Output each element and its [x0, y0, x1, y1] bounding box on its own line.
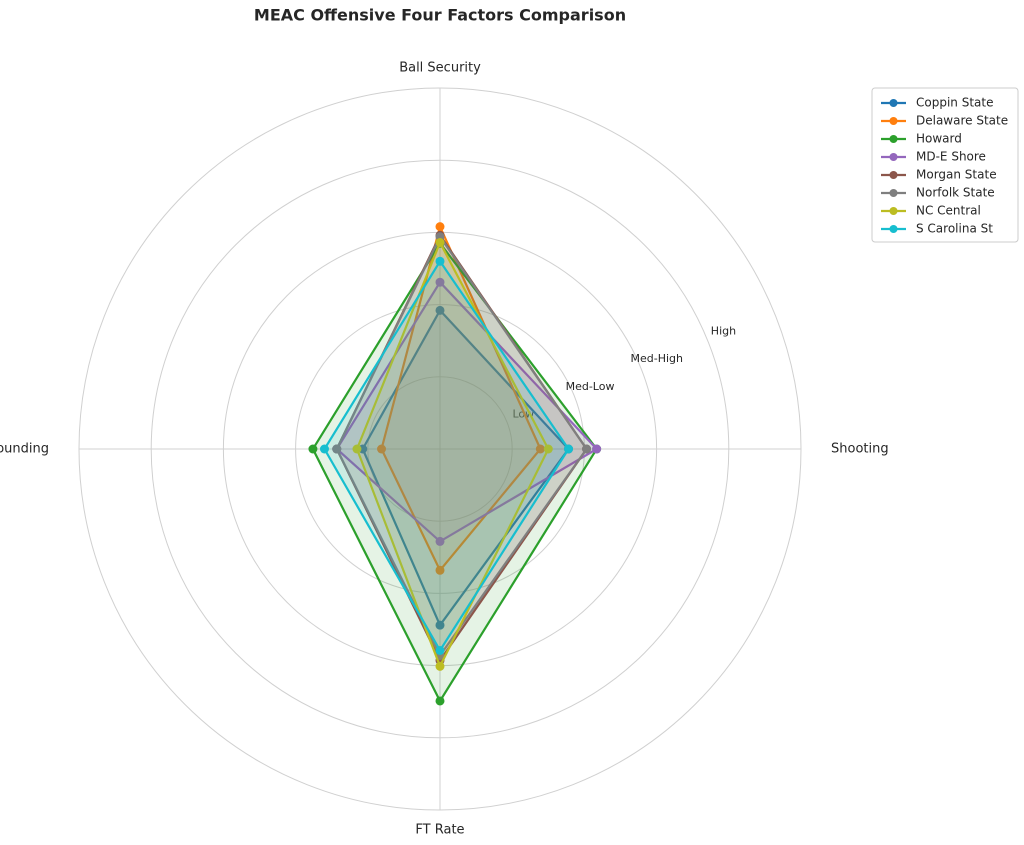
series-area — [312, 243, 597, 701]
legend-marker — [889, 225, 898, 233]
series-point — [435, 256, 445, 266]
series-point — [435, 305, 445, 315]
legend-marker — [889, 189, 898, 197]
series-point — [352, 444, 362, 454]
series-area — [362, 310, 569, 626]
series-point — [592, 444, 602, 454]
category-label: FT Rate — [415, 823, 464, 838]
series-point — [435, 277, 445, 287]
series-point — [319, 444, 329, 454]
series-point — [435, 238, 445, 248]
legend-label: Norfolk State — [916, 186, 995, 200]
series-point — [564, 444, 574, 454]
legend-marker — [889, 135, 898, 143]
series-point — [332, 444, 342, 454]
legend-label: Howard — [916, 132, 962, 146]
legend-label: Morgan State — [916, 168, 997, 182]
chart-title: MEAC Offensive Four Factors Comparison — [254, 6, 626, 25]
legend-marker — [889, 99, 898, 107]
series-point — [543, 444, 553, 454]
series-area — [357, 242, 549, 667]
category-label: Ball Security — [399, 61, 481, 76]
legend-label: S Carolina St — [916, 222, 993, 236]
legend-label: Delaware State — [916, 114, 1008, 128]
series-point — [308, 444, 318, 454]
category-label: Off Rebounding — [0, 442, 49, 457]
r-tick-label: High — [711, 325, 736, 338]
series-point — [435, 696, 445, 706]
series-point — [435, 620, 445, 630]
category-label: Shooting — [831, 442, 889, 457]
r-tick-label: Med-High — [630, 352, 683, 365]
series-point — [435, 536, 445, 546]
series-point — [435, 661, 445, 671]
legend-label: MD-E Shore — [916, 150, 986, 164]
series-area — [336, 282, 597, 542]
r-tick-label: Med-Low — [566, 380, 615, 393]
legend-marker — [889, 207, 898, 215]
series-point — [435, 222, 445, 232]
series-point — [377, 444, 387, 454]
series-point — [582, 444, 592, 454]
legend-label: Coppin State — [916, 96, 993, 110]
legend-marker — [889, 117, 898, 125]
series-point — [535, 444, 545, 454]
legend-label: NC Central — [916, 204, 981, 218]
legend-marker — [889, 171, 898, 179]
series-point — [435, 645, 445, 655]
legend-box — [871, 87, 1019, 243]
legend-marker — [889, 153, 898, 161]
series-area — [324, 261, 569, 651]
series-point — [435, 565, 445, 575]
